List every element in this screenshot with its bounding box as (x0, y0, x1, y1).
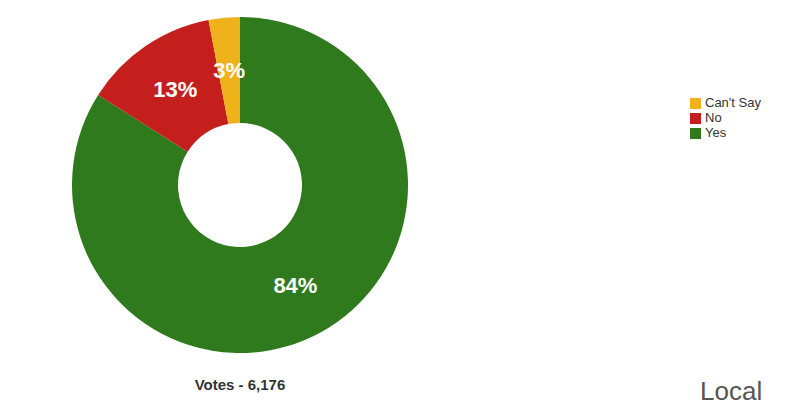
html-text:No: No (705, 110, 722, 125)
html-text:Votes - 6,176: Votes - 6,176 (194, 376, 286, 393)
html-text:Local: Local (700, 376, 763, 406)
svg-text:13%: 13% (153, 77, 197, 102)
svg-text:3%: 3% (213, 58, 245, 83)
html-text:Can't Say: Can't Say (705, 95, 761, 110)
svg-text:84%: 84% (273, 273, 317, 298)
html-text:Yes: Yes (705, 125, 727, 140)
